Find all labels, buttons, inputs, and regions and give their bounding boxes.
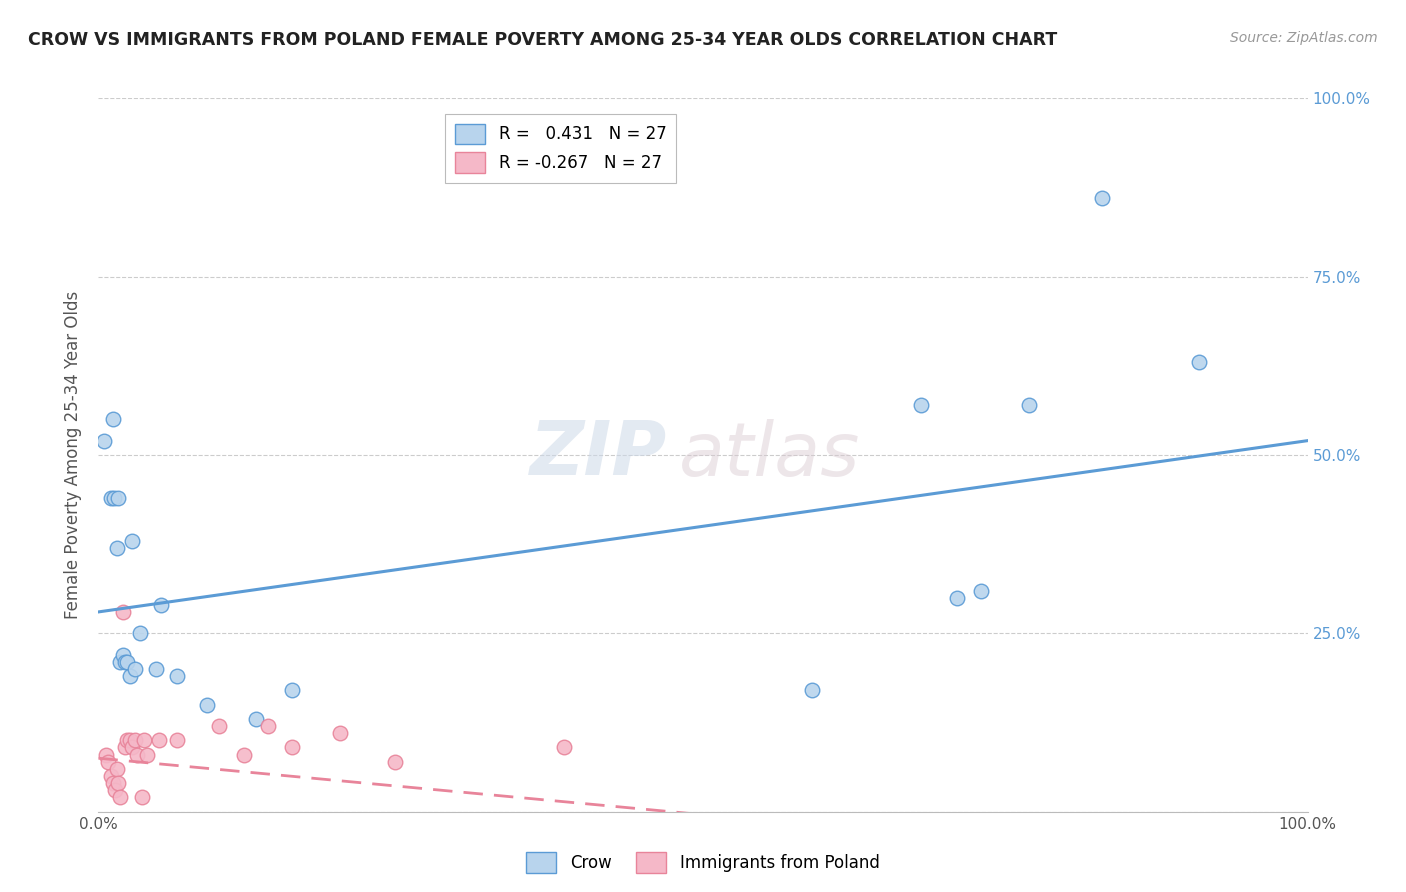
Point	[232, 747, 254, 762]
Point	[105, 762, 128, 776]
Point	[101, 776, 124, 790]
Point	[384, 755, 406, 769]
Legend: Crow, Immigrants from Poland: Crow, Immigrants from Poland	[520, 846, 886, 880]
Point	[121, 533, 143, 548]
Point	[281, 683, 304, 698]
Point	[800, 683, 823, 698]
Point	[256, 719, 278, 733]
Point	[281, 740, 304, 755]
Point	[111, 648, 134, 662]
Point	[135, 747, 157, 762]
Point	[131, 790, 153, 805]
Point	[105, 541, 128, 555]
Point	[150, 598, 173, 612]
Point	[128, 626, 150, 640]
Point	[145, 662, 167, 676]
Point	[121, 740, 143, 755]
Point	[108, 790, 131, 805]
Point	[910, 398, 932, 412]
Point	[1188, 355, 1211, 369]
Point	[117, 733, 139, 747]
Point	[127, 747, 149, 762]
Point	[100, 769, 122, 783]
Point	[104, 783, 127, 797]
Y-axis label: Female Poverty Among 25-34 Year Olds: Female Poverty Among 25-34 Year Olds	[65, 291, 83, 619]
Point	[208, 719, 231, 733]
Point	[329, 726, 352, 740]
Point	[124, 733, 146, 747]
Point	[1091, 191, 1114, 205]
Point	[124, 662, 146, 676]
Point	[93, 434, 115, 448]
Point	[148, 733, 170, 747]
Point	[107, 491, 129, 505]
Point	[107, 776, 129, 790]
Point	[118, 733, 141, 747]
Point	[111, 605, 134, 619]
Point	[970, 583, 993, 598]
Point	[553, 740, 575, 755]
Point	[94, 747, 117, 762]
Point	[114, 740, 136, 755]
Point	[134, 733, 156, 747]
Point	[118, 669, 141, 683]
Text: CROW VS IMMIGRANTS FROM POLAND FEMALE POVERTY AMONG 25-34 YEAR OLDS CORRELATION : CROW VS IMMIGRANTS FROM POLAND FEMALE PO…	[28, 31, 1057, 49]
Point	[195, 698, 218, 712]
Point	[97, 755, 120, 769]
Legend: R =   0.431   N = 27, R = -0.267   N = 27: R = 0.431 N = 27, R = -0.267 N = 27	[446, 113, 676, 183]
Point	[166, 669, 188, 683]
Point	[101, 412, 124, 426]
Point	[100, 491, 122, 505]
Text: atlas: atlas	[679, 419, 860, 491]
Point	[117, 655, 139, 669]
Text: Source: ZipAtlas.com: Source: ZipAtlas.com	[1230, 31, 1378, 45]
Point	[114, 655, 136, 669]
Point	[103, 491, 125, 505]
Point	[1018, 398, 1040, 412]
Text: ZIP: ZIP	[530, 418, 666, 491]
Point	[166, 733, 188, 747]
Point	[946, 591, 969, 605]
Point	[108, 655, 131, 669]
Point	[245, 712, 267, 726]
